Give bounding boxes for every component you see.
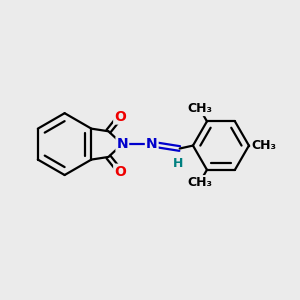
Text: CH₃: CH₃ bbox=[251, 139, 276, 152]
Text: CH₃: CH₃ bbox=[187, 176, 212, 189]
Text: H: H bbox=[173, 157, 183, 170]
Text: N: N bbox=[116, 137, 128, 151]
Text: CH₃: CH₃ bbox=[187, 102, 212, 115]
Text: N: N bbox=[146, 137, 158, 151]
Text: O: O bbox=[114, 110, 126, 124]
Text: O: O bbox=[114, 165, 126, 179]
